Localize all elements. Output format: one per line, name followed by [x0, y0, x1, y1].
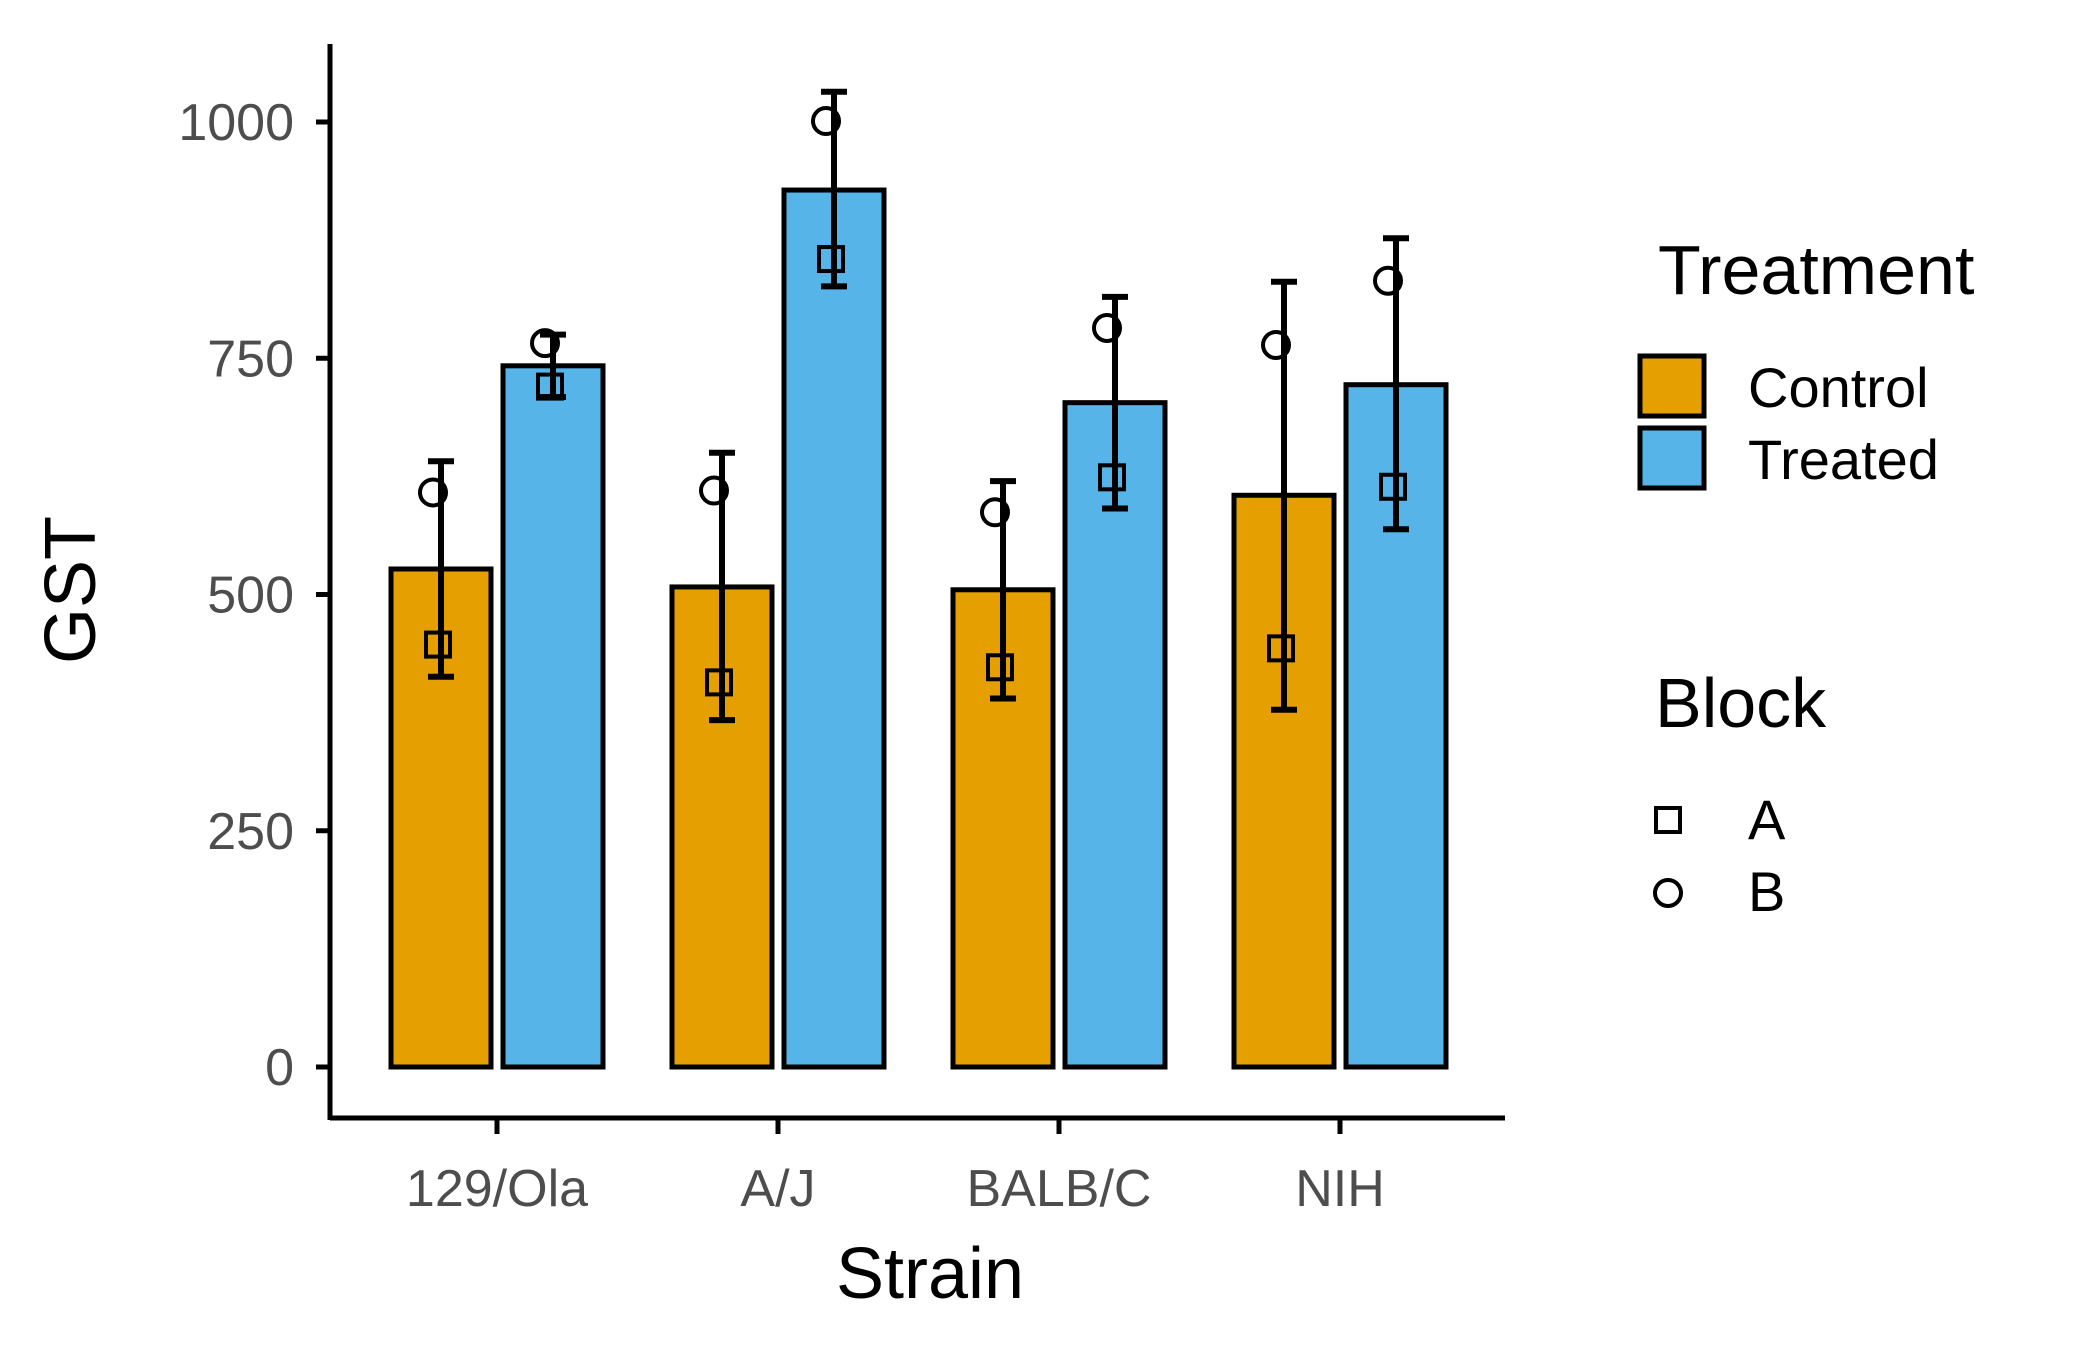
y-ticks: 0 250 500 750 1000	[178, 94, 330, 1097]
bar-group-treated	[781, 88, 887, 1070]
legend-key-control	[1637, 353, 1707, 419]
point-block-a	[705, 668, 733, 697]
point-block-b	[811, 106, 841, 137]
point-block-b	[1373, 265, 1403, 296]
bar-group-control	[388, 458, 494, 1070]
point-block-b	[530, 328, 560, 359]
plot-area	[388, 88, 1449, 1070]
point-block-a	[817, 245, 845, 274]
point-block-b	[418, 477, 448, 508]
y-tick-label: 250	[207, 803, 294, 861]
bar-group-treated	[1343, 235, 1449, 1070]
x-tick-label: NIH	[1295, 1160, 1385, 1218]
x-tick-label: 129/Ola	[406, 1160, 588, 1218]
point-block-a	[1267, 634, 1295, 663]
legend-label-b: B	[1748, 860, 1785, 923]
y-tick-label: 0	[265, 1039, 294, 1097]
legend-treatment-title: Treatment	[1658, 231, 1974, 309]
y-tick-label: 500	[207, 567, 294, 625]
bar-group-control	[950, 478, 1056, 1070]
x-tick-label: BALB/C	[967, 1160, 1152, 1218]
bar-group-control	[1231, 278, 1337, 1070]
legend-square-icon	[1654, 806, 1682, 834]
point-block-a	[1379, 472, 1407, 501]
x-tick-label: A/J	[740, 1160, 815, 1218]
point-block-a	[1098, 463, 1126, 492]
y-tick-label: 1000	[178, 94, 294, 152]
point-block-b	[1261, 330, 1291, 361]
legend-label-control: Control	[1748, 356, 1929, 419]
x-ticks: 129/Ola A/J BALB/C NIH	[406, 1120, 1385, 1218]
legend-treatment: Treatment Control Treated	[1637, 231, 1974, 491]
bar	[1062, 400, 1168, 1070]
y-tick-label: 750	[207, 330, 294, 388]
point-block-a	[986, 653, 1014, 682]
legend-circle-icon	[1653, 878, 1683, 908]
legend-label-a: A	[1748, 788, 1786, 851]
bar-group-treated	[1062, 293, 1168, 1070]
bar	[781, 187, 887, 1070]
point-block-b	[980, 497, 1010, 528]
legend-label-treated: Treated	[1748, 428, 1939, 491]
point-block-b	[1092, 313, 1122, 344]
y-axis-title: GST	[31, 516, 111, 664]
x-axis-title: Strain	[836, 1234, 1024, 1314]
legend-key-treated	[1637, 425, 1707, 491]
bar-group-treated	[500, 328, 606, 1070]
legend-block-title: Block	[1655, 664, 1827, 742]
point-block-a	[536, 372, 564, 401]
bar-group-control	[669, 449, 775, 1070]
point-block-a	[424, 630, 452, 659]
legend-block: Block A B	[1653, 664, 1827, 923]
bar	[500, 363, 606, 1070]
point-block-b	[699, 475, 729, 506]
